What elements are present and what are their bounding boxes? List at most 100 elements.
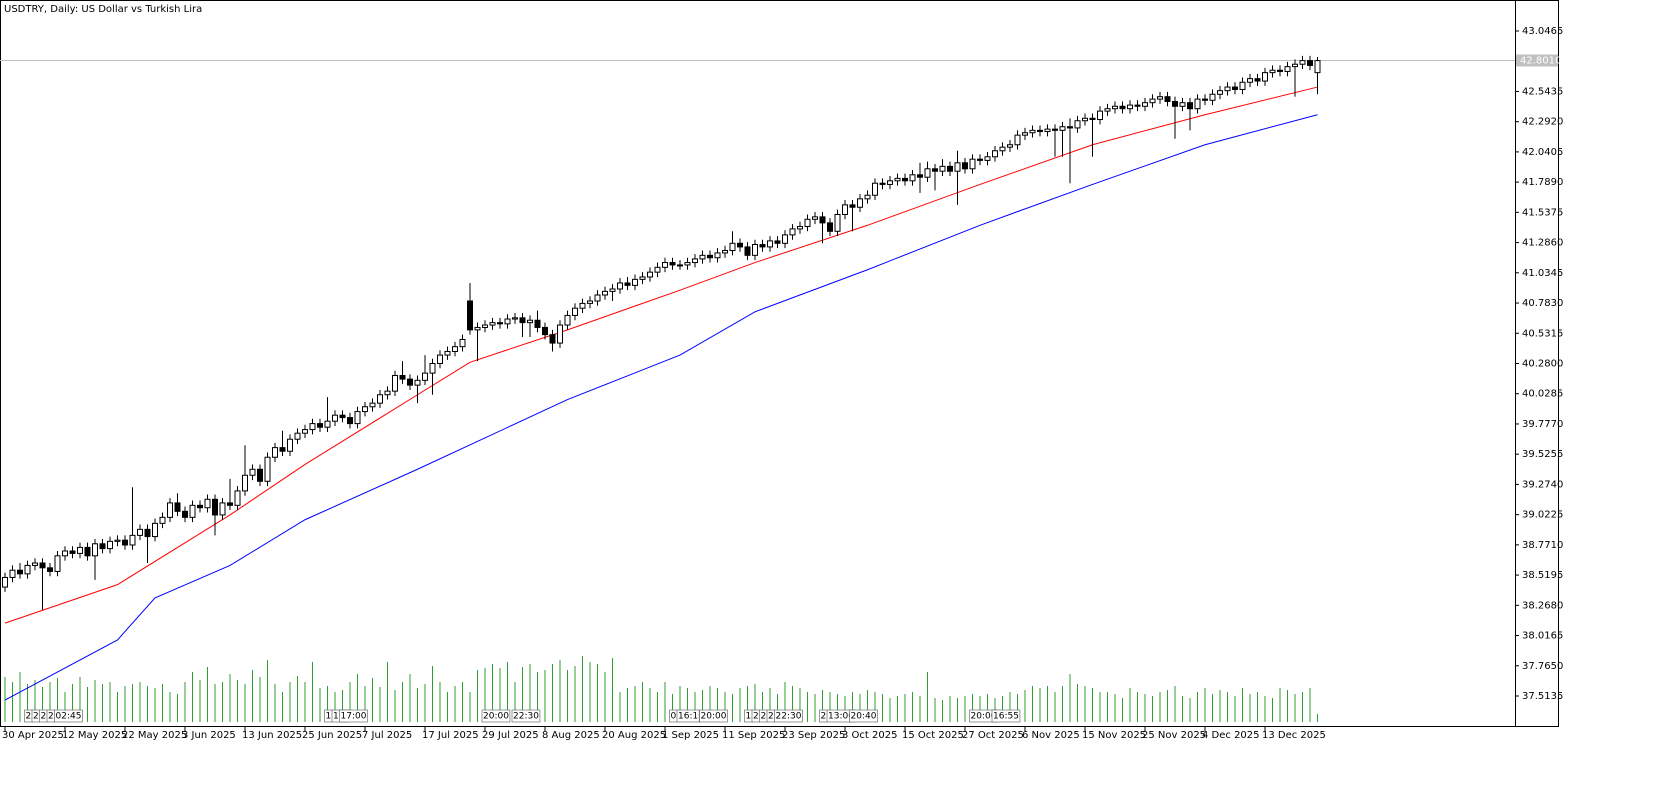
x-tick-label: 29 Jul 2025 (482, 730, 539, 741)
volume-bar (342, 690, 343, 722)
y-tick-label: 40.7830 (1522, 298, 1563, 309)
volume-bar (732, 694, 733, 722)
candle-body (24, 564, 31, 575)
y-tick-label: 38.7710 (1522, 540, 1563, 551)
candle-body (242, 474, 248, 492)
volume-bar (1302, 692, 1303, 722)
candle-body (309, 423, 316, 431)
candle-body (917, 174, 923, 178)
candle-body (1277, 69, 1283, 72)
candle-body (1014, 134, 1021, 146)
candle-body (617, 282, 623, 290)
candle-body (797, 225, 803, 230)
candle-body (1067, 126, 1073, 129)
volume-bar (1054, 692, 1056, 722)
volume-bar (57, 678, 58, 722)
volume-bar (327, 686, 328, 722)
candle-body (69, 550, 76, 554)
candle-body (542, 326, 548, 336)
candle-body (264, 456, 271, 482)
volume-bar (514, 682, 516, 722)
volume-bar (814, 694, 816, 722)
volume-bar (12, 682, 13, 722)
volume-bar (1309, 688, 1311, 722)
candle-body (422, 372, 428, 381)
volume-bar (507, 662, 508, 722)
x-tick-label: 25 Jun 2025 (302, 730, 362, 741)
candle-body (707, 254, 713, 259)
candle-body (1044, 128, 1051, 133)
candle-body (864, 194, 871, 200)
volume-bar (889, 698, 891, 722)
moving-average-line (4, 114, 1318, 701)
volume-bar (1144, 694, 1146, 722)
volume-bar (672, 694, 673, 722)
event-box (991, 709, 1021, 723)
volume-bar (1159, 692, 1161, 722)
candle-body (272, 447, 278, 458)
volume-bar (919, 696, 921, 722)
volume-bar (1024, 690, 1026, 722)
candle-body (377, 394, 383, 404)
candle-body (204, 498, 211, 509)
candle-body (39, 562, 46, 569)
volume-bar (229, 674, 231, 722)
volume-bar (792, 686, 793, 722)
event-label: 2 (761, 712, 767, 722)
y-tick-label: 39.2740 (1522, 479, 1563, 490)
x-tick-label: 4 Dec 2025 (1202, 730, 1260, 741)
candle-body (347, 417, 353, 425)
candle-body (84, 546, 91, 557)
candle-body (294, 432, 301, 440)
volume-bar (237, 680, 238, 722)
volume-bar (687, 688, 688, 722)
candle-body (684, 262, 691, 266)
candle-body (1269, 69, 1276, 74)
candle-body (977, 158, 983, 161)
volume-bar (199, 680, 201, 722)
candle-body (167, 502, 173, 518)
y-tick-label: 41.5375 (1522, 207, 1563, 218)
candle-body (122, 539, 128, 546)
candle-body (969, 158, 976, 170)
x-tick-label: 8 Aug 2025 (542, 730, 600, 741)
volume-bar (844, 696, 846, 722)
volume-bar (964, 696, 966, 722)
volume-bar (169, 692, 171, 722)
volume-bar (1092, 688, 1093, 722)
candle-body (639, 276, 646, 280)
candle-body (722, 250, 728, 254)
candle-body (114, 539, 121, 542)
candle-body (62, 550, 68, 557)
moving-average-line (4, 86, 1318, 624)
x-tick-label: 20 Aug 2025 (602, 730, 666, 741)
candle-body (2, 576, 8, 588)
candle-body (894, 177, 901, 182)
volume-bar (642, 682, 643, 722)
candle-body (1029, 129, 1036, 134)
event-label: 2 (41, 712, 47, 722)
volume-bar (244, 684, 246, 722)
volume-bar (1264, 696, 1266, 722)
volume-bar (1167, 690, 1168, 722)
volume-bar (477, 670, 478, 722)
volume-bar (1242, 688, 1243, 722)
x-tick-label: 3 Jun 2025 (182, 730, 236, 741)
candle-body (1112, 105, 1118, 110)
volume-bar (462, 682, 463, 722)
candle-body (1089, 117, 1096, 121)
y-tick-label: 43.0465 (1522, 26, 1563, 37)
candle-body (324, 420, 331, 428)
candle-body (527, 319, 533, 324)
y-tick-label: 40.5315 (1522, 328, 1563, 339)
volume-bar (829, 692, 831, 722)
event-label: 2 (33, 712, 39, 722)
candle-body (1022, 132, 1028, 136)
candle-body (1209, 93, 1216, 101)
volume-bar (949, 696, 951, 722)
volume-bar (904, 694, 906, 722)
candle-body (849, 204, 856, 208)
volume-bar (484, 668, 486, 722)
x-tick-label: 30 Apr 2025 (2, 730, 64, 741)
volume-bar (874, 692, 876, 722)
